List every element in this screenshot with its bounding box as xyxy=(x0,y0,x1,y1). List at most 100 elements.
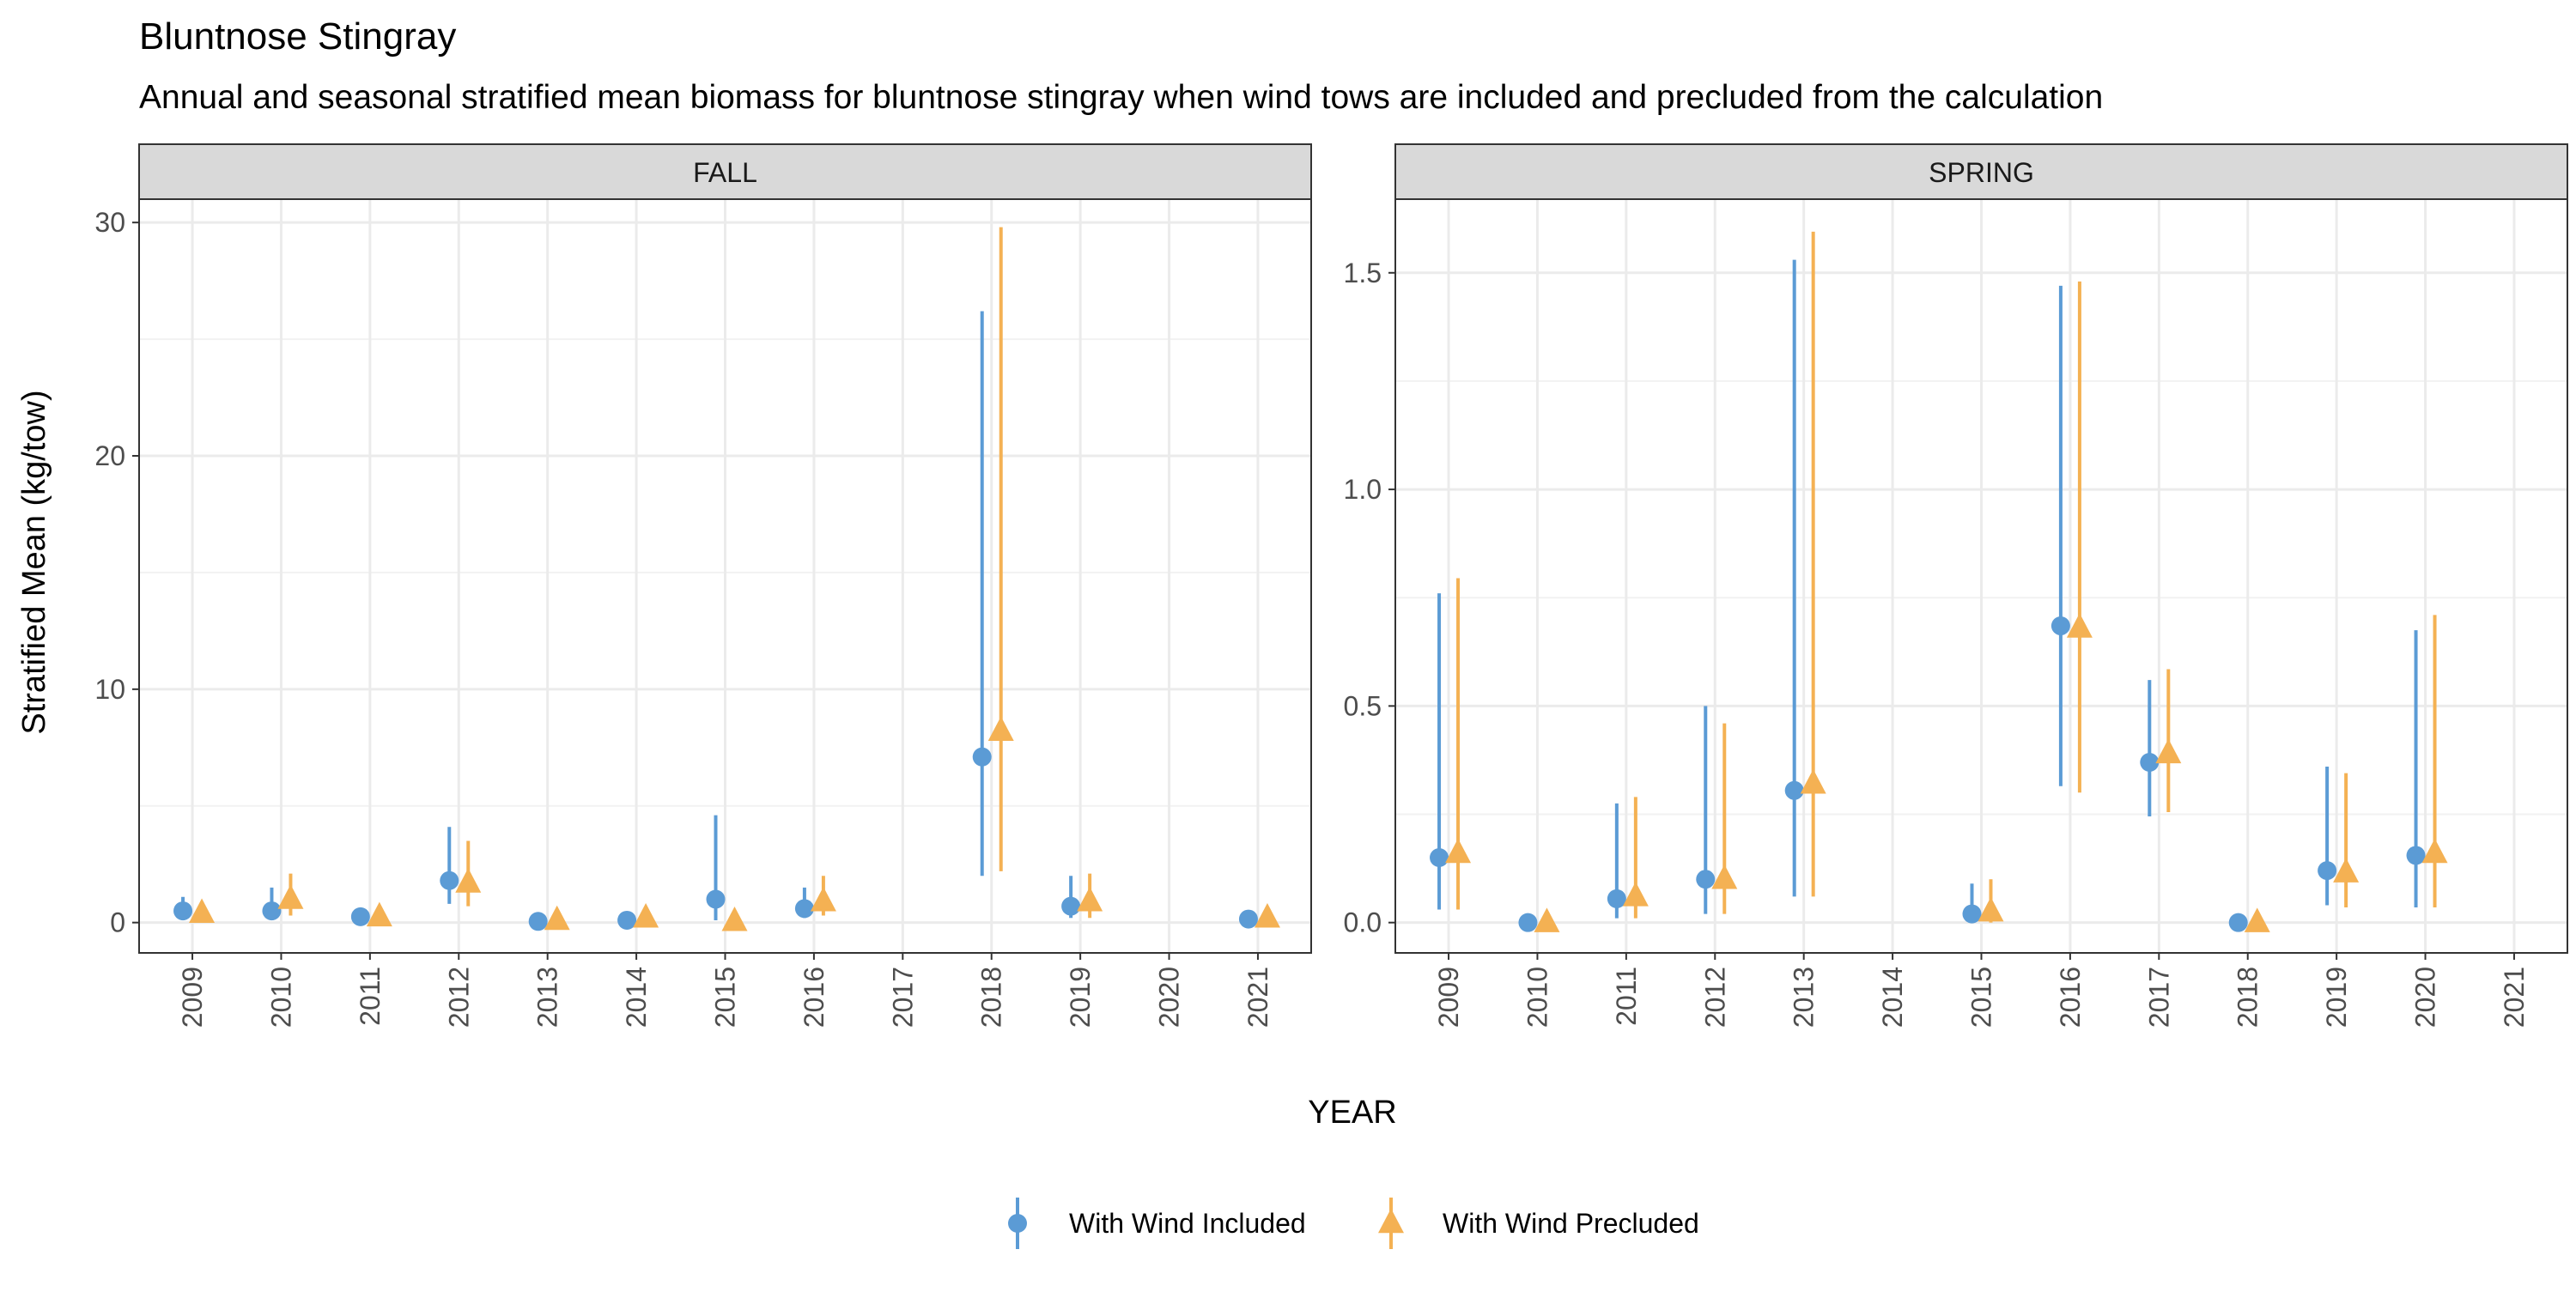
y-tick-label: 1.0 xyxy=(1344,474,1382,505)
y-tick-label: 0 xyxy=(110,907,125,938)
point-marker xyxy=(1800,768,1826,794)
point-marker xyxy=(810,886,836,912)
point-marker xyxy=(794,899,814,919)
chart-title: Bluntnose Stingray xyxy=(139,15,456,58)
point-marker xyxy=(1978,896,2004,922)
point-marker xyxy=(1534,907,1560,932)
point-marker xyxy=(189,898,216,924)
legend-key-marker xyxy=(1008,1214,1027,1233)
panel-strip-label: FALL xyxy=(693,157,757,188)
point-marker xyxy=(366,901,392,927)
y-tick-label: 30 xyxy=(94,207,125,238)
point-marker xyxy=(1254,902,1280,928)
series-wind-included xyxy=(173,311,1258,931)
x-tick-label: 2021 xyxy=(2499,967,2530,1028)
x-tick-label: 2013 xyxy=(1789,967,1820,1028)
x-tick-label: 2018 xyxy=(2233,967,2263,1028)
series-wind-precluded xyxy=(1445,231,2448,932)
chart-subtitle: Annual and seasonal stratified mean biom… xyxy=(139,79,2103,116)
series-wind-precluded xyxy=(189,227,1280,931)
point-marker xyxy=(2333,858,2360,883)
x-tick-label: 2019 xyxy=(1065,967,1096,1028)
x-tick-label: 2020 xyxy=(1154,967,1185,1028)
point-marker xyxy=(721,907,748,931)
x-tick-label: 2011 xyxy=(1611,967,1642,1026)
x-tick-label: 2013 xyxy=(532,967,563,1028)
point-marker xyxy=(1784,780,1804,800)
point-marker xyxy=(1077,886,1103,912)
x-tick-label: 2011 xyxy=(355,967,386,1026)
point-marker xyxy=(2228,913,2248,932)
point-marker xyxy=(1607,889,1626,908)
point-marker xyxy=(2421,838,2448,864)
y-tick-label: 1.5 xyxy=(1344,258,1382,288)
point-marker xyxy=(1962,904,1982,924)
point-marker xyxy=(440,870,459,890)
point-marker xyxy=(544,905,570,931)
x-tick-label: 2018 xyxy=(976,967,1007,1028)
point-marker xyxy=(2318,861,2337,881)
point-marker xyxy=(350,907,370,926)
legend-item-precluded: With Wind Precluded xyxy=(1378,1198,1699,1249)
x-tick-label: 2015 xyxy=(1966,967,1997,1028)
x-tick-label: 2010 xyxy=(1522,967,1552,1028)
panel-strip xyxy=(1394,143,2568,200)
point-marker xyxy=(1518,913,1538,932)
point-marker xyxy=(1622,882,1649,907)
y-tick-label: 0.5 xyxy=(1344,690,1382,721)
x-tick-label: 2010 xyxy=(265,967,296,1028)
point-marker xyxy=(1696,870,1716,889)
x-tick-label: 2015 xyxy=(710,967,741,1028)
point-marker xyxy=(2140,752,2160,772)
panels: FALL 0 10 20 30 2009 2010 2011 2012 2013 2014 2015 2… xyxy=(94,143,2568,1028)
x-tick-label: 2009 xyxy=(1433,967,1464,1028)
point-marker xyxy=(987,716,1014,742)
x-tick-label: 2020 xyxy=(2410,967,2441,1028)
legend-label: With Wind Precluded xyxy=(1443,1208,1699,1239)
legend-key-marker xyxy=(1378,1208,1404,1234)
x-tick-label: 2017 xyxy=(887,967,918,1028)
y-tick-label: 20 xyxy=(94,440,125,471)
panel-spring: SPRING 0.0 0.5 1.0 1.5 2009 2010 2011 2012 2013 20… xyxy=(1344,143,2568,1028)
point-marker xyxy=(277,884,304,909)
point-marker xyxy=(2406,846,2426,865)
y-axis-label: Stratified Mean (kg/tow) xyxy=(16,390,52,734)
point-marker xyxy=(2155,738,2182,764)
x-tick-label: 2014 xyxy=(621,967,652,1028)
x-tick-label: 2017 xyxy=(2143,967,2174,1028)
x-tick-label: 2021 xyxy=(1242,967,1273,1028)
point-marker xyxy=(455,868,482,893)
point-marker xyxy=(1445,838,1472,864)
point-marker xyxy=(617,910,637,930)
point-marker xyxy=(1238,909,1258,929)
panel-strip-label: SPRING xyxy=(1929,157,2034,188)
legend-label: With Wind Included xyxy=(1069,1208,1306,1239)
x-tick-label: 2012 xyxy=(1699,967,1730,1028)
y-tick-label: 10 xyxy=(94,674,125,705)
x-tick-label: 2014 xyxy=(1877,967,1908,1028)
point-marker xyxy=(1711,864,1738,889)
point-marker xyxy=(1430,847,1449,867)
point-marker xyxy=(173,901,193,921)
point-marker xyxy=(262,901,282,921)
x-tick-label: 2019 xyxy=(2321,967,2352,1028)
point-marker xyxy=(2066,613,2093,638)
x-tick-label: 2012 xyxy=(443,967,474,1028)
panel-fall: FALL 0 10 20 30 2009 2010 2011 2012 2013 2014 2015 2… xyxy=(94,143,1312,1028)
point-marker xyxy=(706,889,726,909)
x-tick-label: 2009 xyxy=(177,967,208,1028)
series-wind-included xyxy=(1430,259,2426,932)
panel-strip xyxy=(138,143,1312,200)
point-marker xyxy=(972,747,992,767)
point-marker xyxy=(528,912,548,931)
x-axis-label: YEAR xyxy=(1308,1095,1396,1131)
x-tick-label: 2016 xyxy=(2055,967,2086,1028)
point-marker xyxy=(2244,907,2270,932)
point-marker xyxy=(633,902,659,928)
point-marker xyxy=(1061,896,1081,916)
y-tick-label: 0.0 xyxy=(1344,907,1382,938)
legend-item-included: With Wind Included xyxy=(1008,1198,1306,1249)
legend: With Wind Included With Wind Precluded xyxy=(1008,1198,1699,1249)
